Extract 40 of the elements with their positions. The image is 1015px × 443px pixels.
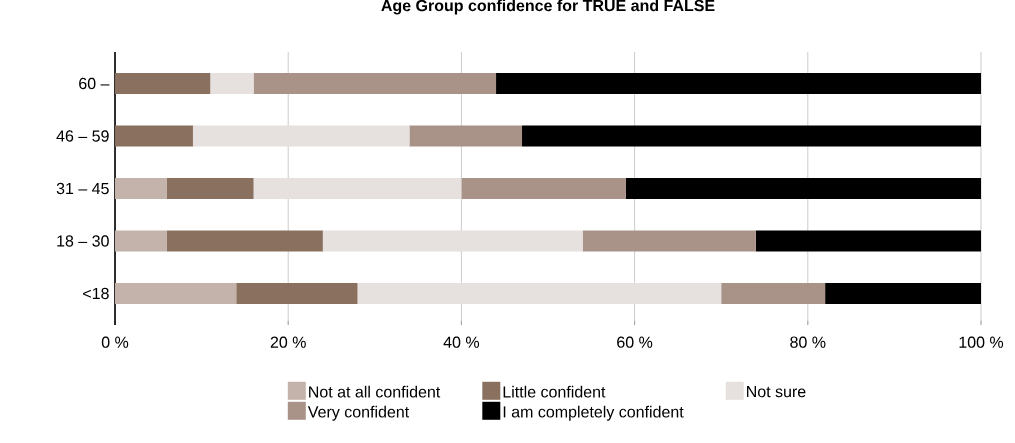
x-tick-label: 40 % (443, 336, 480, 348)
x-tick-label: 100 % (959, 336, 1004, 348)
bar (115, 178, 167, 199)
bar (253, 73, 497, 94)
chart-title: Age Group confidence for TRUE and FALSE (381, 0, 715, 15)
bar (461, 178, 626, 199)
bar (755, 230, 981, 252)
x-tick-label: 60 % (617, 336, 653, 348)
bar (115, 282, 237, 304)
bar (210, 73, 254, 94)
bar (166, 230, 323, 252)
legend-label: Little confident (503, 385, 606, 398)
bar (522, 125, 981, 147)
bar (192, 125, 410, 147)
bar (322, 230, 583, 252)
bar (625, 178, 981, 199)
bar (721, 282, 826, 304)
legend-label: I am completely confident (503, 405, 684, 421)
bar (253, 178, 462, 199)
x-tick-label: 0 % (101, 336, 129, 348)
legend-label: Very confident (307, 405, 410, 421)
bar (115, 125, 193, 147)
bar (496, 73, 981, 94)
bar (409, 125, 523, 147)
bar (166, 178, 254, 199)
x-tick-label: 80 % (790, 336, 826, 348)
bar (115, 230, 167, 252)
y-tick-label: <18 (83, 287, 109, 300)
y-tick-label: 31 – 45 (56, 182, 109, 195)
bar (357, 282, 722, 304)
legend-label: Not at all confident (309, 385, 441, 398)
y-tick-label: 46 – 59 (56, 130, 109, 142)
bar (236, 282, 358, 304)
x-tick-label: 20 % (270, 336, 306, 348)
legend-label: Not sure (747, 386, 806, 398)
bar (825, 282, 981, 304)
y-tick-label: 60 – (79, 77, 110, 90)
bar (115, 73, 211, 94)
y-tick-label: 18 – 30 (57, 235, 109, 247)
bar (582, 230, 756, 252)
